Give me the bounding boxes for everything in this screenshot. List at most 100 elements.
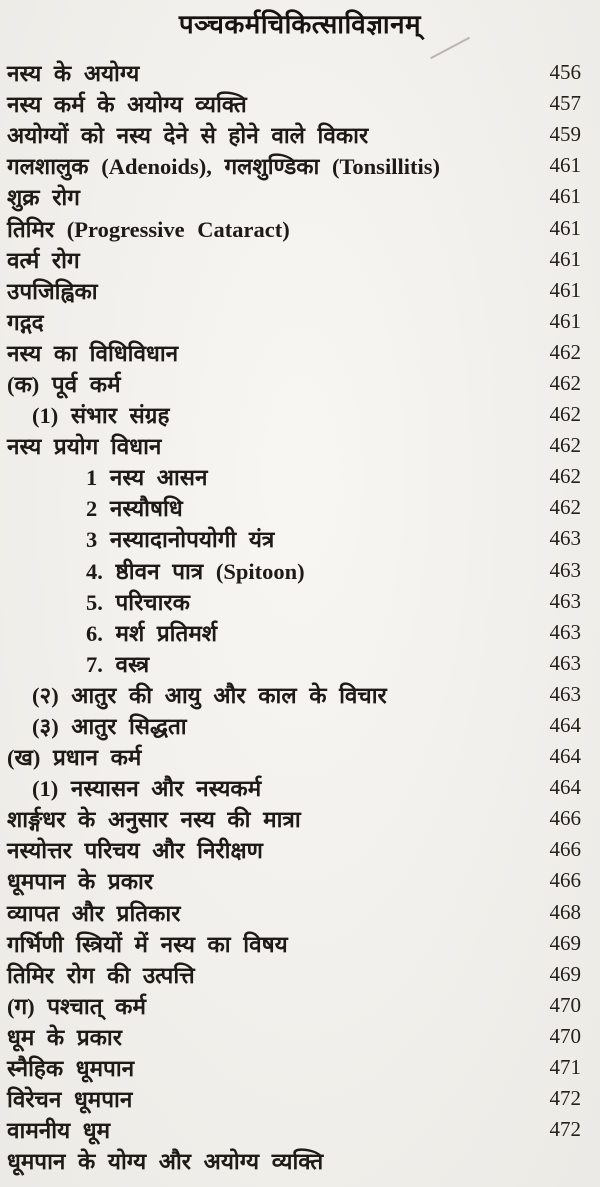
toc-entry-page: 468 (549, 899, 582, 924)
toc-entry-page: 457 (549, 91, 582, 116)
toc-entry-label: तिमिर (Progressive Cataract) (7, 216, 290, 242)
toc-entry-label: 6. मर्श प्रतिमर्श (86, 620, 218, 646)
toc-entry-page: 470 (549, 1023, 582, 1048)
toc-row: 2 नस्यौषधि 462 (0, 492, 600, 523)
toc-row: गद्गद 461 (0, 306, 600, 337)
toc-entry-page: 469 (549, 930, 582, 955)
toc-entry-label: धूमपान के प्रकार (7, 869, 154, 895)
toc-entry-page: 456 (549, 60, 582, 85)
toc-entry-label: 2 नस्यौषधि (86, 496, 183, 522)
toc-entry-label: शुक्र रोग (7, 185, 80, 211)
toc-row: नस्य कर्म के अयोग्य व्यक्ति 457 (0, 88, 600, 119)
toc-entry-page: 461 (549, 215, 582, 240)
toc-entry-page: 461 (549, 184, 582, 209)
toc-entry-page: 463 (549, 619, 582, 644)
toc-row: (1) संभार संग्रह 462 (0, 399, 600, 430)
toc-row: तिमिर (Progressive Cataract) 461 (0, 212, 600, 243)
toc-row: नस्य का विधिविधान 462 (0, 337, 600, 368)
toc-row: वामनीय धूम 472 (0, 1114, 600, 1145)
toc-entry-label: (1) संभार संग्रह (32, 403, 170, 429)
toc-row: 4. ष्ठीवन पात्र (Spitoon) 463 (0, 555, 600, 586)
toc-entry-label: शार्ङ्गधर के अनुसार नस्य की मात्रा (7, 807, 301, 833)
page-title: पञ्चकर्मचिकित्साविज्ञानम् (178, 10, 422, 39)
toc-entry-page: 471 (549, 1055, 582, 1080)
toc-entry-label: गर्भिणी स्त्रियों में नस्य का विषय (7, 931, 288, 957)
toc-row: 3 नस्यादानोपयोगी यंत्र 463 (0, 523, 600, 554)
toc-entry-label: (क) पूर्व कर्म (7, 371, 121, 397)
toc-entry-label: नस्य कर्म के अयोग्य व्यक्ति (7, 92, 247, 118)
toc-entry-page: 470 (549, 992, 582, 1017)
toc-entry-page: 466 (549, 868, 582, 893)
toc-row: (२) आतुर की आयु और काल के विचार 463 (0, 679, 600, 710)
toc-row: विरेचन धूमपान 472 (0, 1083, 600, 1114)
toc-entry-label: नस्य का विधिविधान (7, 340, 179, 366)
toc-row: नस्य प्रयोग विधान 462 (0, 430, 600, 461)
toc-entry-page: 472 (549, 1117, 582, 1142)
toc-row: धूम के प्रकार 470 (0, 1021, 600, 1052)
toc-entry-page: 472 (549, 1086, 582, 1111)
toc-row: उपजिह्विका 461 (0, 275, 600, 306)
toc-row: गलशालुक (Adenoids), गलशुण्डिका (Tonsilli… (0, 150, 600, 181)
toc-row: गर्भिणी स्त्रियों में नस्य का विषय 469 (0, 928, 600, 959)
toc-row: स्नैहिक धूमपान 471 (0, 1052, 600, 1083)
toc-row: वर्त्म रोग 461 (0, 244, 600, 275)
toc-entry-label: अयोग्यों को नस्य देने से होने वाले विकार (7, 123, 369, 149)
toc-entry-page: 459 (549, 122, 582, 147)
toc-row: 7. वस्त्र 463 (0, 648, 600, 679)
toc-entry-page: 463 (549, 650, 582, 675)
toc-entry-page: 464 (549, 713, 582, 738)
toc-entry-label: गद्गद (7, 309, 44, 335)
toc-row: शार्ङ्गधर के अनुसार नस्य की मात्रा 466 (0, 803, 600, 834)
toc-entry-page: 462 (549, 495, 582, 520)
toc-entry-page: 461 (549, 277, 582, 302)
toc-entry-page: 462 (549, 339, 582, 364)
toc-entry-label: तिमिर रोग की उत्पत्ति (7, 962, 195, 988)
toc-row: नस्य के अयोग्य 456 (0, 57, 600, 88)
toc-entry-label: धूमपान के योग्य और अयोग्य व्यक्ति (7, 1149, 324, 1175)
toc-list: नस्य के अयोग्य 456 नस्य कर्म के अयोग्य व… (0, 57, 600, 1176)
toc-entry-page: 461 (549, 246, 582, 271)
toc-row: (1) नस्यासन और नस्यकर्म 464 (0, 772, 600, 803)
toc-entry-label: नस्य प्रयोग विधान (7, 434, 162, 460)
toc-entry-page: 463 (549, 588, 582, 613)
toc-entry-page: 461 (549, 153, 582, 178)
toc-entry-label: 5. परिचारक (86, 589, 190, 615)
toc-entry-label: (1) नस्यासन और नस्यकर्म (32, 776, 262, 802)
toc-entry-label: (२) आतुर की आयु और काल के विचार (32, 682, 387, 708)
toc-entry-label: व्यापत और प्रतिकार (7, 900, 181, 926)
toc-row: 6. मर्श प्रतिमर्श 463 (0, 617, 600, 648)
toc-row: (क) पूर्व कर्म 462 (0, 368, 600, 399)
toc-row: (ख) प्रधान कर्म 464 (0, 741, 600, 772)
toc-entry-page: 461 (549, 308, 582, 333)
toc-entry-page: 464 (549, 744, 582, 769)
toc-entry-label: विरेचन धूमपान (7, 1087, 133, 1113)
toc-row: व्यापत और प्रतिकार 468 (0, 897, 600, 928)
toc-entry-page: 463 (549, 526, 582, 551)
toc-entry-label: (ग) पश्चात् कर्म (7, 993, 146, 1019)
toc-entry-page: 466 (549, 806, 582, 831)
toc-row: धूमपान के प्रकार 466 (0, 865, 600, 896)
toc-row: अयोग्यों को नस्य देने से होने वाले विकार… (0, 119, 600, 150)
toc-row: 1 नस्य आसन 462 (0, 461, 600, 492)
toc-entry-label: 7. वस्त्र (86, 651, 150, 677)
toc-entry-label: 3 नस्यादानोपयोगी यंत्र (86, 527, 275, 553)
toc-entry-page: 463 (549, 681, 582, 706)
toc-entry-page: 462 (549, 464, 582, 489)
toc-row: (३) आतुर सिद्धता 464 (0, 710, 600, 741)
toc-entry-label: 4. ष्ठीवन पात्र (Spitoon) (86, 558, 305, 584)
toc-entry-label: धूम के प्रकार (7, 1024, 122, 1050)
toc-entry-label: वामनीय धूम (7, 1118, 111, 1144)
toc-row: तिमिर रोग की उत्पत्ति 469 (0, 959, 600, 990)
toc-row: शुक्र रोग 461 (0, 181, 600, 212)
toc-entry-page: 466 (549, 837, 582, 862)
toc-entry-label: 1 नस्य आसन (86, 465, 208, 491)
toc-entry-label: (३) आतुर सिद्धता (32, 714, 187, 740)
toc-entry-label: स्नैहिक धूमपान (7, 1056, 135, 1082)
toc-entry-label: नस्योत्तर परिचय और निरीक्षण (7, 838, 263, 864)
toc-entry-label: नस्य के अयोग्य (7, 61, 140, 87)
toc-row: (ग) पश्चात् कर्म 470 (0, 990, 600, 1021)
toc-entry-page: 464 (549, 775, 582, 800)
toc-entry-page: 462 (549, 402, 582, 427)
toc-entry-page: 463 (549, 557, 582, 582)
